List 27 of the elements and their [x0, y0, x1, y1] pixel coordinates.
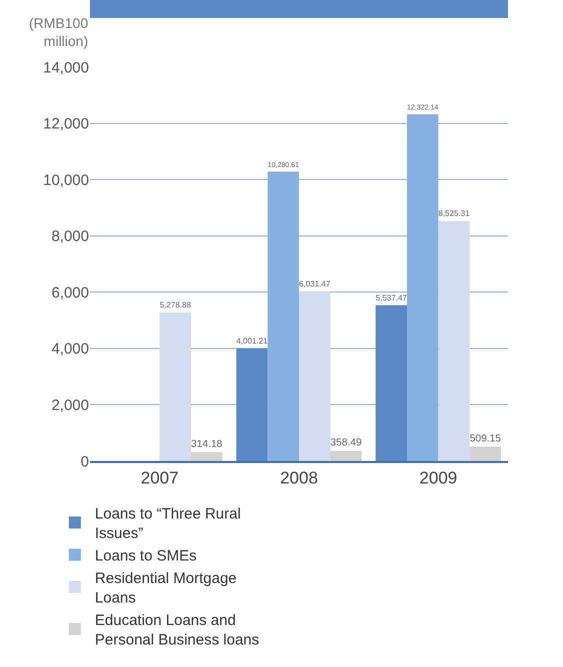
legend-label: Education Loans and Personal Business loans	[94, 612, 260, 649]
legend-label: Loans to SMEs	[94, 548, 197, 565]
legend-label: Residential Mortgage Loans	[94, 570, 237, 607]
y-tick-label: 10,000	[43, 172, 89, 189]
y-tick-label: 0	[80, 453, 89, 470]
legend-label: Loans to “Three Rural Issues”	[94, 506, 241, 542]
bar	[470, 446, 502, 461]
bar	[236, 348, 268, 461]
y-axis-title: (RMB100 million)	[29, 15, 88, 50]
bar	[160, 312, 192, 461]
x-tick-label: 2009	[419, 468, 458, 488]
bar	[438, 221, 470, 461]
bar	[299, 291, 330, 461]
data-label: 314.18	[191, 438, 223, 450]
bar	[376, 305, 407, 461]
x-tick-label: 2008	[280, 468, 318, 488]
bar	[330, 450, 362, 461]
data-label: 509.15	[470, 433, 502, 444]
y-tick-label: 14,000	[43, 59, 89, 76]
y-tick-label: 2,000	[51, 396, 89, 414]
y-tick-label: 4,000	[51, 340, 89, 358]
bar	[191, 452, 222, 461]
y-tick-label: 6,000	[51, 284, 89, 302]
data-label: 358.49	[330, 438, 362, 449]
y-tick-label: 12,000	[43, 116, 89, 133]
x-tick-label: 2007	[140, 468, 179, 488]
y-tick-label: 8,000	[51, 228, 89, 246]
